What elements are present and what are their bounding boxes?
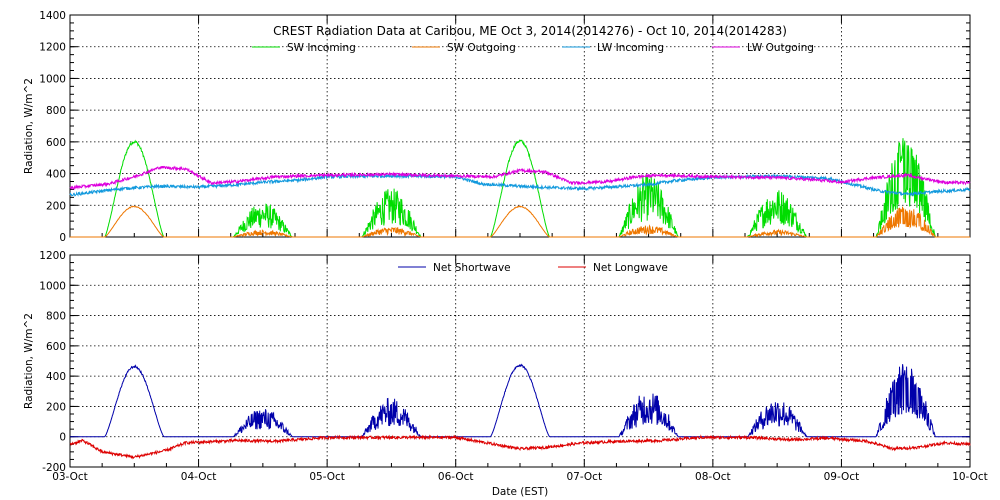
legend-label: SW Outgoing — [447, 42, 516, 54]
y-tick-label: 200 — [46, 200, 66, 212]
legend-label: LW Outgoing — [747, 42, 814, 54]
bottom-panel: -200 0 200 400 600 800 1000 1200 03-Oct 04-Oct 05… — [23, 250, 988, 498]
x-tick-label: 09-Oct — [824, 471, 860, 483]
top-y-axis-label: Radiation, W/m^2 — [23, 78, 35, 174]
x-tick-label: 04-Oct — [181, 471, 217, 483]
legend-label: Net Shortwave — [433, 262, 511, 274]
bottom-series-group — [69, 363, 971, 460]
y-tick-label: 1200 — [39, 250, 66, 262]
bottom-grid — [69, 255, 971, 467]
legend-label: LW Incoming — [597, 42, 664, 54]
top-panel: 0 200 400 600 800 1000 1200 1400 CREST Radiatio… — [23, 10, 971, 244]
top-series-group — [69, 138, 971, 238]
chart-title: CREST Radiation Data at Caribou, ME Oct … — [273, 24, 787, 38]
legend-label: SW Incoming — [287, 42, 356, 54]
y-tick-label: 1000 — [39, 280, 66, 292]
y-tick-label: 800 — [46, 311, 66, 323]
top-grid — [69, 15, 971, 237]
y-tick-label: 400 — [46, 169, 66, 181]
y-tick-label: 0 — [59, 232, 66, 244]
y-tick-label: 600 — [46, 137, 66, 149]
y-tick-label: 200 — [46, 401, 66, 413]
x-tick-label: 08-Oct — [695, 471, 731, 483]
y-tick-label: 1400 — [39, 10, 66, 22]
top-legend: SW Incoming SW Outgoing LW Incoming LW Outg… — [252, 42, 814, 54]
y-tick-label: 1000 — [39, 73, 66, 85]
x-axis-label: Date (EST) — [492, 486, 548, 498]
series-line-lw-outgoing — [69, 165, 971, 191]
bottom-y-axis-label: Radiation, W/m^2 — [23, 313, 35, 409]
x-tick-label: 06-Oct — [438, 471, 474, 483]
x-tick-label: 07-Oct — [566, 471, 602, 483]
y-tick-label: 600 — [46, 341, 66, 353]
bottom-legend: Net Shortwave Net Longwave — [398, 262, 668, 274]
top-y-axis: 0 200 400 600 800 1000 1200 1400 — [39, 10, 970, 244]
x-axis: 03-Oct 04-Oct 05-Oct 06-Oct 07-Oct 08-Oct 09-O… — [52, 471, 988, 483]
y-tick-label: 400 — [46, 371, 66, 383]
bottom-y-axis: -200 0 200 400 600 800 1000 1200 — [39, 250, 970, 474]
y-tick-label: -200 — [42, 462, 66, 474]
x-tick-label: 03-Oct — [52, 471, 88, 483]
x-tick-label: 05-Oct — [309, 471, 345, 483]
x-tick-label: 10-Oct — [952, 471, 988, 483]
series-line-sw-outgoing — [70, 205, 970, 238]
y-tick-label: 0 — [59, 432, 66, 444]
y-tick-label: 800 — [46, 105, 66, 117]
series-line-net-longwave — [69, 434, 971, 460]
y-tick-label: 1200 — [39, 42, 66, 54]
legend-label: Net Longwave — [593, 262, 668, 274]
